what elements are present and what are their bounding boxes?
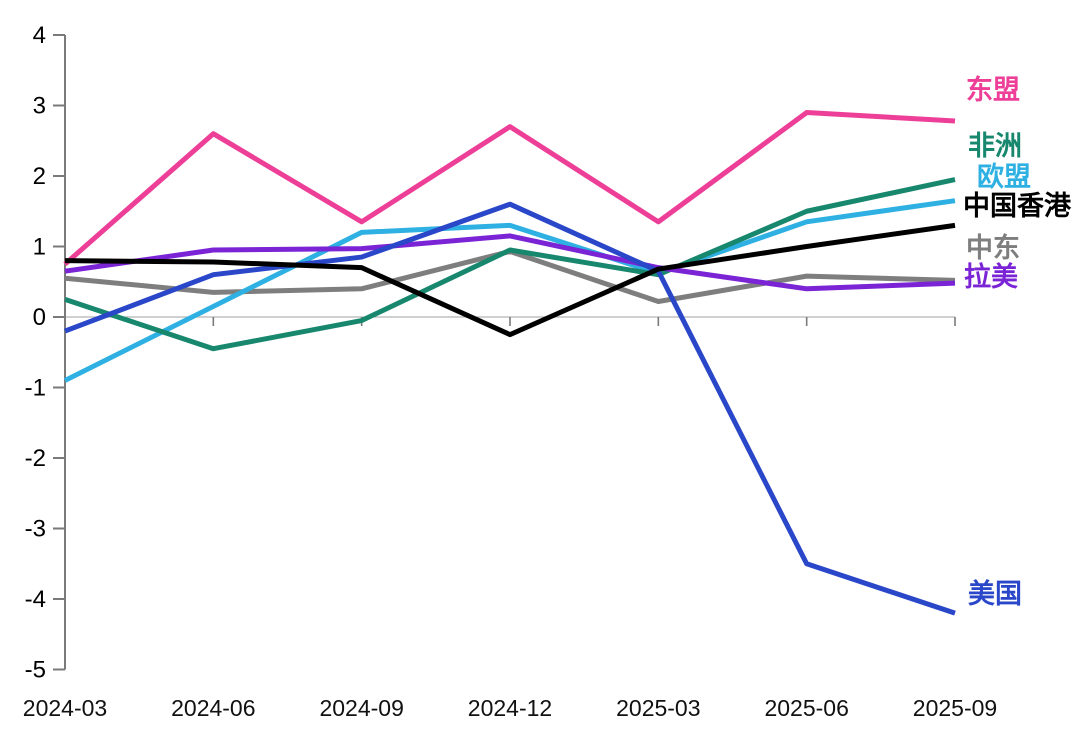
y-axis-tick-label: -1 [25, 375, 46, 402]
x-axis-tick-label: 2024-09 [319, 695, 403, 721]
series-label-hong-kong-china: 中国香港 [963, 191, 1072, 221]
series-line-latam [64, 233, 956, 292]
y-axis-tick-label: -3 [25, 516, 46, 543]
x-axis-tick-label: 2024-12 [468, 695, 552, 721]
y-axis-tick-label: -5 [25, 657, 46, 684]
series-line-us [64, 201, 956, 616]
series-label-latam: 拉美 [964, 261, 1018, 292]
series-label-africa: 非洲 [968, 131, 1022, 161]
x-axis-tick-label: 2025-03 [616, 695, 700, 721]
y-axis-tick-label: 0 [33, 304, 46, 331]
series-line-asean [63, 110, 956, 267]
y-axis-tick-label: -4 [25, 586, 46, 613]
y-axis-tick-label: 1 [33, 234, 46, 261]
series-label-us: 美国 [968, 578, 1022, 609]
series-label-asean: 东盟 [966, 74, 1020, 105]
x-axis-tick-label: 2024-03 [23, 695, 107, 721]
y-axis-tick-label: -2 [25, 445, 46, 472]
y-axis-tick-label: 4 [33, 22, 46, 49]
y-axis-tick-label: 2 [33, 163, 46, 190]
series-line-hong-kong-china [64, 222, 956, 338]
x-axis-tick-label: 2025-09 [913, 695, 997, 721]
series-line-eu [63, 198, 956, 383]
y-axis-tick-label: 3 [33, 93, 46, 120]
series-label-middle-east: 中东 [966, 232, 1020, 263]
series-line-middle-east [64, 248, 956, 304]
series-line-africa [64, 177, 956, 352]
x-axis-tick-label: 2024-06 [171, 695, 255, 721]
x-axis-tick-label: 2025-06 [764, 695, 848, 721]
series-label-eu: 欧盟 [977, 162, 1031, 192]
